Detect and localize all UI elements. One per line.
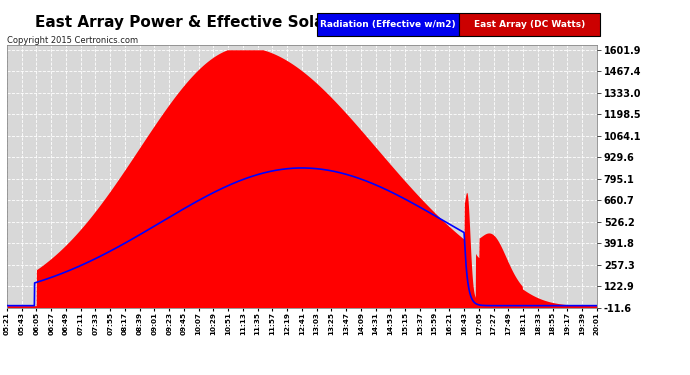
Text: East Array Power & Effective Solar Radiation  Fri May 22 20:12: East Array Power & Effective Solar Radia…: [34, 15, 573, 30]
Text: Copyright 2015 Certronics.com: Copyright 2015 Certronics.com: [7, 36, 138, 45]
Text: Radiation (Effective w/m2): Radiation (Effective w/m2): [320, 20, 456, 29]
Text: East Array (DC Watts): East Array (DC Watts): [474, 20, 585, 29]
